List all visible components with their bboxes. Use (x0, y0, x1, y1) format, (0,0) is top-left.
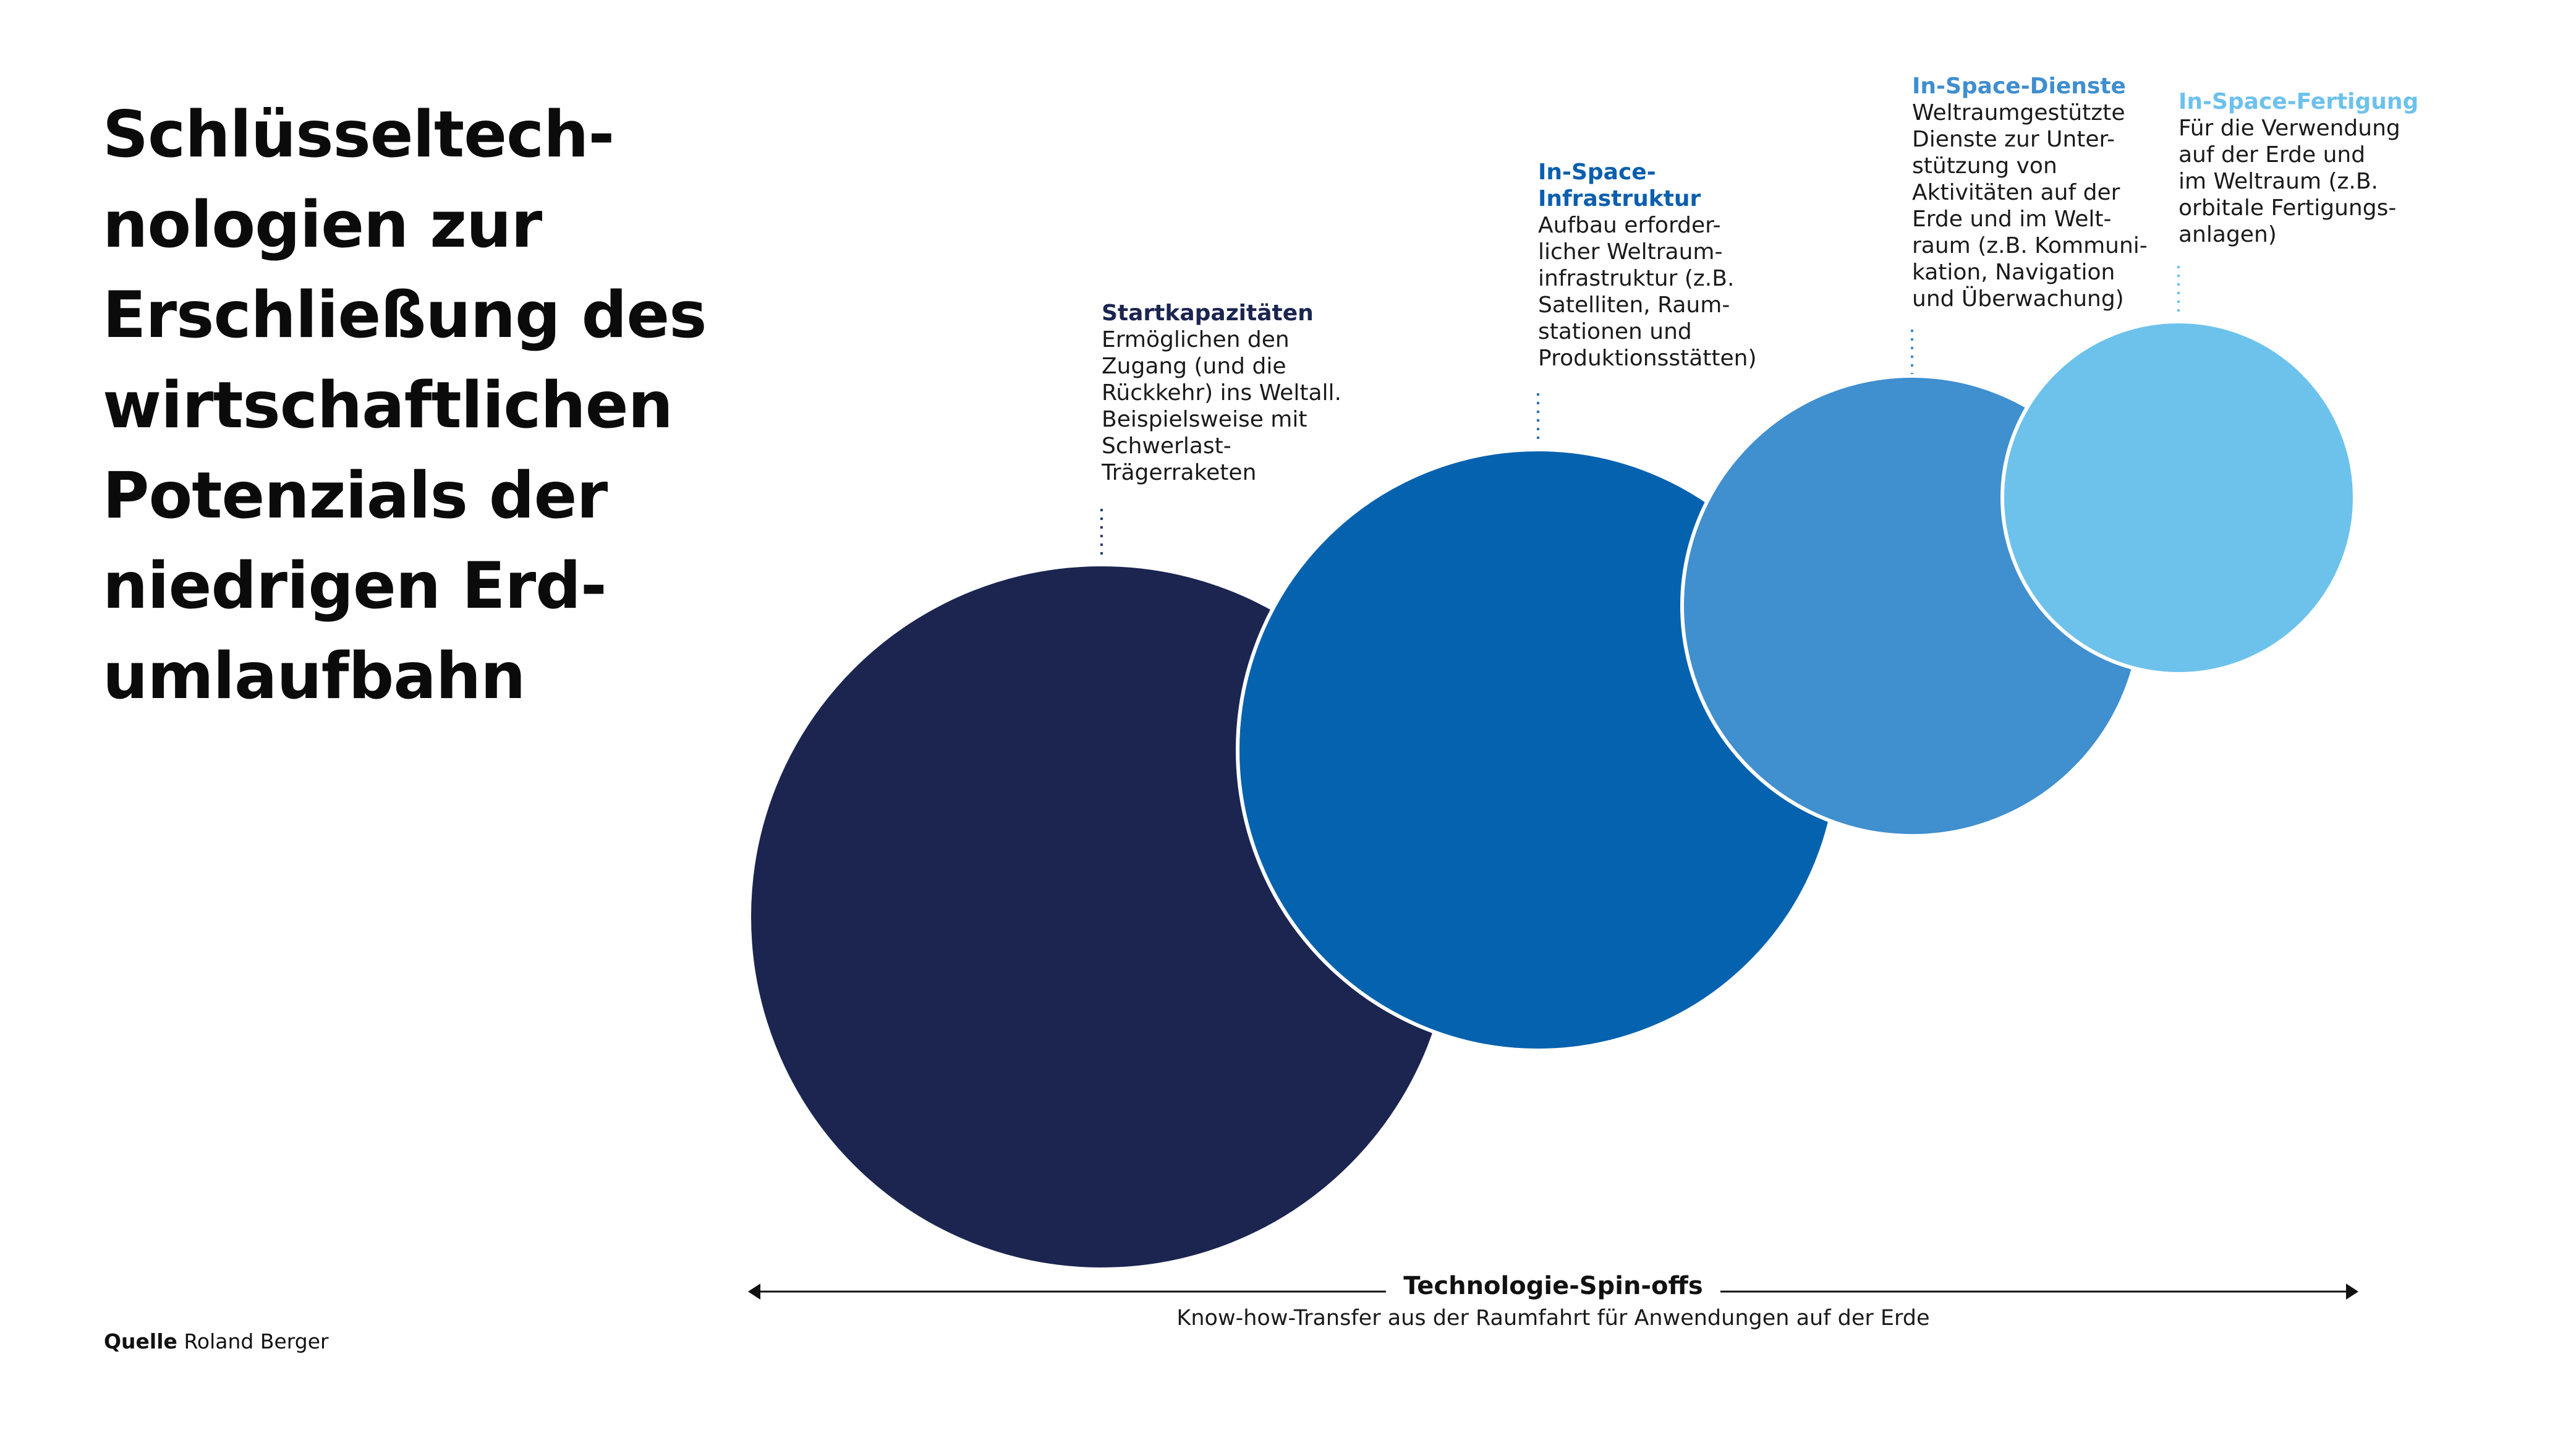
axis-title-text: Technologie-Spin-offs (1386, 1272, 1720, 1300)
source-text: Roland Berger (184, 1329, 329, 1353)
stage-description-line: Produktionsstätten) (1538, 346, 1757, 371)
title-line: niedrigen Erd- (103, 549, 607, 623)
stage-label-in-space-infrastruktur: In-Space- Infrastruktur Aufbau erforder-… (1538, 159, 1757, 372)
stage-description-line: Satelliten, Raum- (1538, 292, 1730, 318)
stage-description-line: Dienste zur Unter- (1912, 127, 2115, 152)
stage-description-line: Ermöglichen den (1102, 327, 1290, 352)
title-line: Erschließung des (103, 278, 707, 352)
stage-description-line: stationen und (1538, 319, 1692, 344)
stage-description-line: Aktivitäten auf der (1912, 180, 2120, 205)
stage-description-line: Erde und im Welt- (1912, 207, 2112, 232)
title-line: wirtschaftlichen (103, 368, 673, 443)
stage-description-line: und Überwachung) (1912, 286, 2124, 312)
stage-description-line: raum (z.B. Kommuni- (1912, 233, 2148, 258)
stage-heading: In-Space- (1538, 160, 1656, 185)
circle-in-space-fertigung (2000, 320, 2357, 676)
source-note: Quelle Roland Berger (104, 1329, 329, 1353)
axis-subtitle: Know-how-Transfer aus der Raumfahrt für … (1176, 1306, 1930, 1331)
title-line: Potenzials der (103, 459, 608, 533)
source-label: Quelle (104, 1329, 177, 1353)
title-line: umlaufbahn (103, 639, 526, 713)
axis-title: Technologie-Spin-offs (0, 1272, 2576, 1300)
stage-description-line: kation, Navigation (1912, 260, 2115, 285)
stage-description-line: Beispielsweise mit (1102, 407, 1307, 432)
stage-description-line: infrastruktur (z.B. (1538, 266, 1735, 291)
stage-heading: Startkapazitäten (1102, 300, 1314, 326)
stage-description-line: im Weltraum (z.B. (2179, 169, 2378, 194)
stage-description-line: anlagen) (2179, 222, 2277, 247)
stage-description-line: Für die Verwendung (2179, 116, 2400, 141)
stage-description-line: Rückkehr) ins Weltall. (1102, 380, 1341, 406)
stage-description-line: Schwerlast- (1102, 433, 1231, 459)
axis-arrow-right-head (2346, 1284, 2358, 1300)
stage-heading: In-Space-Dienste (1912, 74, 2126, 99)
stage-description-line: orbitale Fertigungs- (2179, 195, 2397, 221)
stage-description-line: licher Weltraum- (1538, 239, 1723, 265)
stage-description-line: Aufbau erforder- (1538, 213, 1721, 238)
page-title: Schlüsseltech- nologien zur Erschließung… (103, 90, 752, 722)
stage-description-line: auf der Erde und (2179, 142, 2366, 168)
stage-description-line: Trägerraketen (1102, 460, 1257, 485)
stage-heading: In-Space-Fertigung (2179, 89, 2419, 114)
stage-label-in-space-fertigung: In-Space-Fertigung Für die Verwendung au… (2179, 88, 2418, 248)
title-line: nologien zur (103, 188, 542, 262)
stage-description-line: Zugang (und die (1102, 354, 1286, 379)
stage-label-startkapazitaeten: Startkapazitäten Ermöglichen den Zugang … (1102, 300, 1341, 486)
stage-description-line: Weltraumgestützte (1912, 100, 2125, 126)
stage-label-in-space-dienste: In-Space-Dienste Weltraumgestützte Diens… (1912, 73, 2148, 312)
axis-arrow-left-head (748, 1284, 760, 1300)
stage-heading: Infrastruktur (1538, 186, 1701, 211)
stage-description-line: stützung von (1912, 153, 2057, 179)
title-line: Schlüsseltech- (103, 98, 614, 172)
